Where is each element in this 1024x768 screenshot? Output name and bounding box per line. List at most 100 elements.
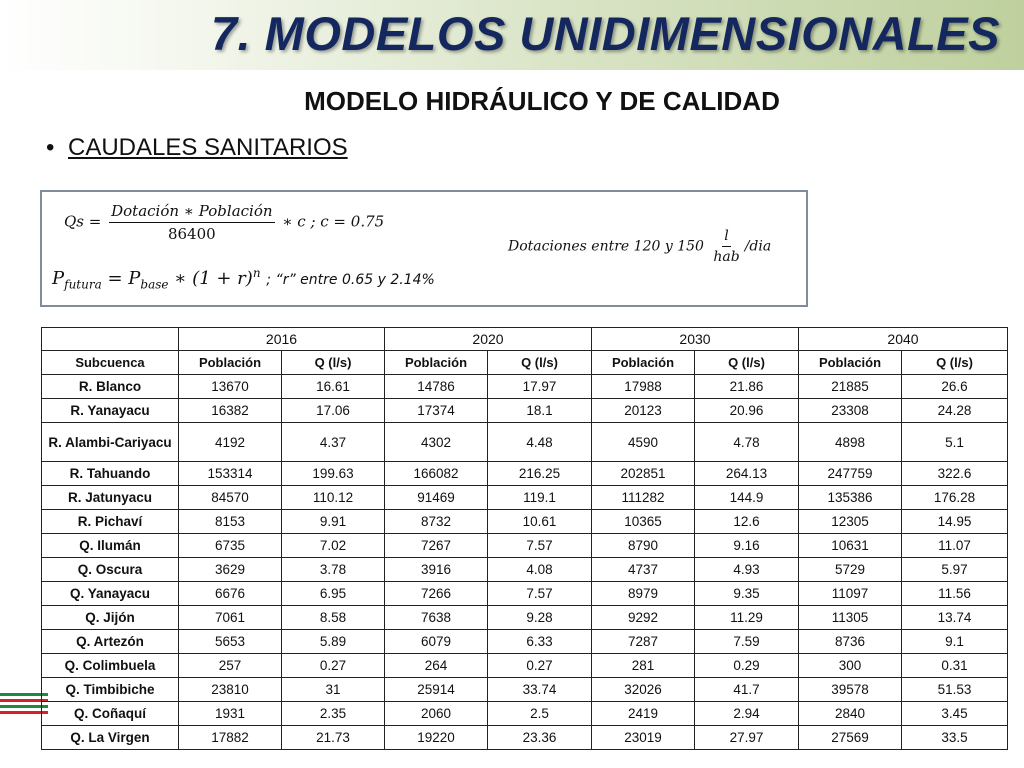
table-cell: 3629 xyxy=(178,557,282,582)
table-cell: 10365 xyxy=(591,509,695,534)
table-cell: 6.95 xyxy=(281,581,385,606)
table-row: R. Pichaví 8153 9.91 8732 10.61 10365 12.6 1230… xyxy=(41,509,1008,534)
table-cell: 25914 xyxy=(384,677,488,702)
subcuenca-cell: Q. Ilumán xyxy=(41,533,179,558)
column-header: Población xyxy=(798,350,902,375)
table-cell: 8736 xyxy=(798,629,902,654)
table-cell: 9.1 xyxy=(901,629,1008,654)
subcuenca-cell: Q. Colimbuela xyxy=(41,653,179,678)
table-cell: 11.29 xyxy=(694,605,799,630)
dot-fraction: l hab xyxy=(711,228,741,265)
table-cell: 8.58 xyxy=(281,605,385,630)
slide-title: 7. MODELOS UNIDIMENSIONALES xyxy=(210,7,1000,60)
formula-box: Qs = Dotación ∗ Población 86400 ∗ c ; c … xyxy=(40,190,808,307)
table-cell: 17.97 xyxy=(487,374,592,399)
bullet-marker: • xyxy=(46,134,55,161)
table-row: Q. La Virgen 17882 21.73 19220 23.36 23019 27.… xyxy=(41,725,1008,750)
table-cell: 27569 xyxy=(798,725,902,750)
table-cell: 33.74 xyxy=(487,677,592,702)
subcuenca-cell: Q. Jijón xyxy=(41,605,179,630)
column-header: Población xyxy=(178,350,282,375)
table-cell: 247759 xyxy=(798,461,902,486)
table-cell: 264.13 xyxy=(694,461,799,486)
table-cell: 119.1 xyxy=(487,485,592,510)
table-cell: 91469 xyxy=(384,485,488,510)
table-cell: 9292 xyxy=(591,605,695,630)
table-cell: 14.95 xyxy=(901,509,1008,534)
year-header: 2030 xyxy=(591,327,799,351)
table-row: Q. Yanayacu 6676 6.95 7266 7.57 8979 9.35 11097… xyxy=(41,581,1008,606)
column-header: Q (l/s) xyxy=(487,350,592,375)
qs-fraction: Dotación ∗ Población 86400 xyxy=(109,202,275,243)
table-row: Q. Coñaquí 1931 2.35 2060 2.5 2419 2.94 2840 3.4… xyxy=(41,701,1008,726)
table-cell: 11305 xyxy=(798,605,902,630)
table-cell: 6735 xyxy=(178,533,282,558)
subcuenca-cell: Q. Coñaquí xyxy=(41,701,179,726)
table-cell: 11.07 xyxy=(901,533,1008,558)
table-cell: 23019 xyxy=(591,725,695,750)
table-cell: 7.02 xyxy=(281,533,385,558)
column-header: Q (l/s) xyxy=(281,350,385,375)
table-cell: 11.56 xyxy=(901,581,1008,606)
table-cell: 26.6 xyxy=(901,374,1008,399)
table-cell: 7267 xyxy=(384,533,488,558)
table-cell: 7061 xyxy=(178,605,282,630)
qs-rest: ∗ c ; c = 0.75 xyxy=(282,212,385,231)
table-cell: 23810 xyxy=(178,677,282,702)
table-cell: 23.36 xyxy=(487,725,592,750)
table-cell: 4.37 xyxy=(281,422,385,462)
slide-subtitle: MODELO HIDRÁULICO Y DE CALIDAD xyxy=(304,86,780,116)
subcuenca-cell: Q. La Virgen xyxy=(41,725,179,750)
table-cell: 4737 xyxy=(591,557,695,582)
table-cell: 0.29 xyxy=(694,653,799,678)
subcuenca-cell: Q. Yanayacu xyxy=(41,581,179,606)
table-cell: 202851 xyxy=(591,461,695,486)
table-cell: 0.27 xyxy=(487,653,592,678)
table-cell: 21.73 xyxy=(281,725,385,750)
table-cell: 2840 xyxy=(798,701,902,726)
table-row: Q. Timbibiche 23810 31 25914 33.74 32026 41.7 3… xyxy=(41,677,1008,702)
table-cell: 51.53 xyxy=(901,677,1008,702)
table-cell: 144.9 xyxy=(694,485,799,510)
subcuenca-cell: R. Blanco xyxy=(41,374,179,399)
table-cell: 13670 xyxy=(178,374,282,399)
table-cell: 7266 xyxy=(384,581,488,606)
table-cell: 0.31 xyxy=(901,653,1008,678)
table-cell: 264 xyxy=(384,653,488,678)
table-cell: 4.78 xyxy=(694,422,799,462)
table-cell: 7287 xyxy=(591,629,695,654)
table-cell: 6676 xyxy=(178,581,282,606)
column-header-row: Subcuenca Población Q (l/s) Población Q … xyxy=(41,350,1008,375)
table-cell: 2.94 xyxy=(694,701,799,726)
dot-unit: /dia xyxy=(744,238,772,255)
dot-text: Dotaciones entre 120 y 150 xyxy=(508,238,704,255)
table-cell: 7638 xyxy=(384,605,488,630)
dotation-formula: Dotaciones entre 120 y 150 l hab /dia xyxy=(508,228,771,265)
table-cell: 2.35 xyxy=(281,701,385,726)
table-cell: 17374 xyxy=(384,398,488,423)
table-cell: 322.6 xyxy=(901,461,1008,486)
table-cell: 2.5 xyxy=(487,701,592,726)
year-header: 2016 xyxy=(178,327,385,351)
year-header-blank xyxy=(41,327,179,351)
column-header: Población xyxy=(591,350,695,375)
table-cell: 3.78 xyxy=(281,557,385,582)
qs-numerator: Dotación ∗ Población xyxy=(109,202,275,223)
table-cell: 16.61 xyxy=(281,374,385,399)
pf-sub-futura: futura xyxy=(64,277,102,292)
table-cell: 9.28 xyxy=(487,605,592,630)
table-cell: 12305 xyxy=(798,509,902,534)
table-cell: 6.33 xyxy=(487,629,592,654)
table-cell: 4898 xyxy=(798,422,902,462)
pf-p: P xyxy=(52,268,65,289)
table-row: R. Tahuando 153314 199.63 166082 216.25 20285… xyxy=(41,461,1008,486)
table-cell: 21885 xyxy=(798,374,902,399)
table-cell: 13.74 xyxy=(901,605,1008,630)
table-cell: 8790 xyxy=(591,533,695,558)
table-cell: 23308 xyxy=(798,398,902,423)
table-row: Q. Artezón 5653 5.89 6079 6.33 7287 7.59 8736 9.… xyxy=(41,629,1008,654)
table-cell: 17882 xyxy=(178,725,282,750)
table-cell: 8979 xyxy=(591,581,695,606)
table-cell: 4302 xyxy=(384,422,488,462)
table-cell: 10.61 xyxy=(487,509,592,534)
